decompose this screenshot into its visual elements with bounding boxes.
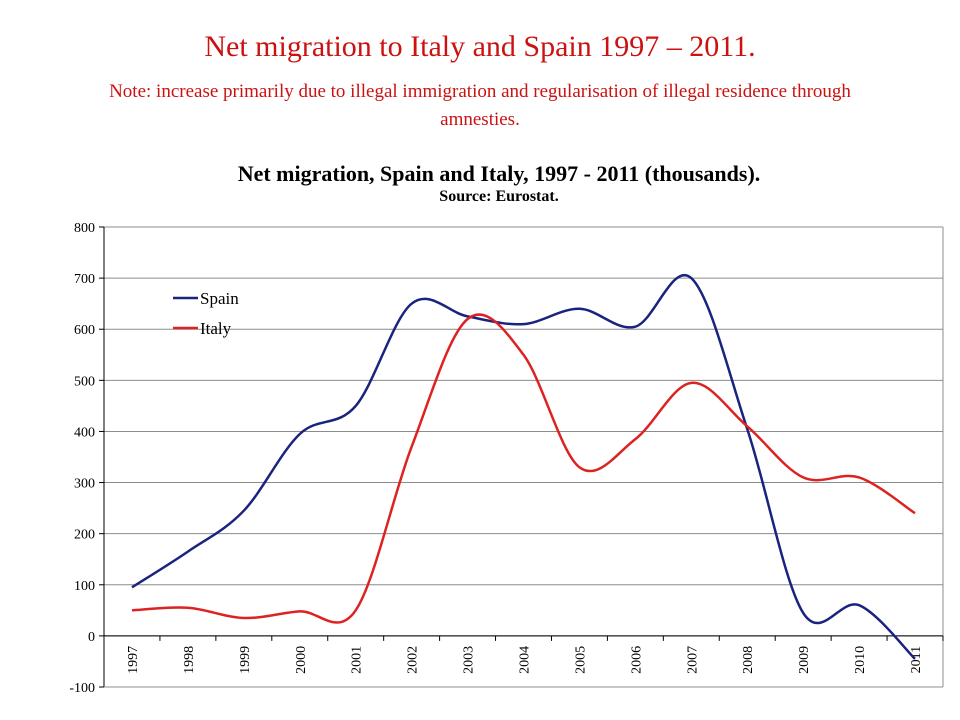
y-tick-label: 0 bbox=[88, 630, 95, 645]
x-tick-label: 2010 bbox=[853, 646, 868, 674]
x-tick-label: 2003 bbox=[462, 646, 477, 674]
gridlines bbox=[104, 226, 943, 688]
slide-note: Note: increase primarily due to illegal … bbox=[109, 81, 851, 130]
y-tick-labels: -100 0 100 200 300 400 500 600 700 800 bbox=[69, 221, 95, 696]
x-tick-label: 1999 bbox=[238, 646, 253, 674]
x-tick-label: 2007 bbox=[685, 646, 700, 674]
y-tick-label: 200 bbox=[74, 528, 95, 543]
y-tick-label: -100 bbox=[69, 681, 95, 696]
y-tick-label: 500 bbox=[74, 374, 95, 389]
legend: Spain Italy bbox=[173, 289, 239, 338]
series-lines bbox=[131, 274, 916, 660]
x-tick-label: 2002 bbox=[406, 646, 421, 674]
x-tick-label: 2000 bbox=[294, 646, 309, 674]
x-tick-label: 2011 bbox=[909, 646, 924, 673]
x-tick-label: 2008 bbox=[741, 646, 756, 674]
y-tick-label: 800 bbox=[74, 221, 95, 236]
axes bbox=[99, 226, 944, 688]
slide-title: Net migration to Italy and Spain 1997 – … bbox=[204, 30, 756, 63]
x-tick-label: 2005 bbox=[573, 646, 588, 674]
x-tick-label: 2004 bbox=[518, 646, 533, 674]
legend-label-spain: Spain bbox=[200, 289, 239, 308]
x-tick-label: 2006 bbox=[629, 646, 644, 674]
y-tick-label: 300 bbox=[74, 477, 95, 492]
series-line-italy bbox=[131, 313, 916, 624]
y-tick-label: 600 bbox=[74, 323, 95, 338]
y-tick-label: 100 bbox=[74, 579, 95, 594]
chart-subtitle: Source: Eurostat. bbox=[439, 188, 558, 205]
chart-title: Net migration, Spain and Italy, 1997 - 2… bbox=[238, 161, 761, 186]
x-tick-label: 1997 bbox=[126, 646, 141, 674]
x-tick-label: 2009 bbox=[797, 646, 812, 674]
x-tick-labels: 1997 1998 1999 2000 2001 2002 2003 2004 2005 2006… bbox=[126, 646, 924, 674]
x-tick-label: 1998 bbox=[182, 646, 197, 674]
legend-label-italy: Italy bbox=[200, 319, 232, 338]
y-tick-label: 700 bbox=[74, 272, 95, 287]
series-line-spain bbox=[131, 274, 916, 660]
x-tick-label: 2001 bbox=[350, 646, 365, 674]
y-tick-label: 400 bbox=[74, 425, 95, 440]
